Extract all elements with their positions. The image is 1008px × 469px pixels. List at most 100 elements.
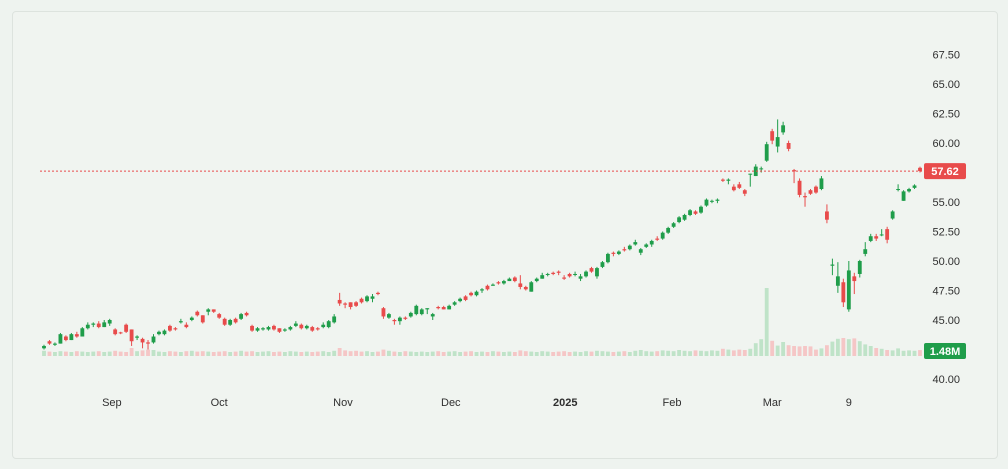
volume-bar (704, 351, 709, 356)
volume-bar (562, 351, 567, 356)
volume-bar (633, 350, 638, 356)
candle-body (425, 308, 430, 310)
candle (354, 301, 358, 308)
candle-body (53, 343, 57, 345)
volume-bar (58, 351, 63, 356)
candle-body (332, 316, 337, 323)
volume-bar (184, 351, 189, 356)
volume-bar (710, 350, 714, 356)
candle (688, 209, 692, 217)
candle (162, 329, 167, 336)
candle-body (622, 249, 627, 251)
volume-bar (129, 348, 134, 356)
candle-body (704, 199, 709, 206)
candle-body (841, 282, 846, 303)
price-tick-label: 65.00 (932, 79, 960, 91)
volume-bar (430, 351, 435, 356)
candle (874, 233, 879, 241)
candle-body (282, 329, 287, 331)
candle (814, 185, 818, 194)
candle-body (135, 336, 139, 338)
volume-bar (748, 348, 753, 356)
candle-body (556, 271, 561, 273)
candle-body (102, 322, 107, 328)
candle (753, 164, 758, 177)
candle-body (250, 325, 254, 331)
candle (540, 272, 545, 279)
time-tick-label: Sep (102, 397, 122, 409)
candle-body (529, 282, 534, 292)
candle-body (195, 311, 200, 316)
candle-body (359, 298, 364, 303)
last-price-tag: 57.62 (924, 163, 966, 180)
candle-body (80, 328, 85, 337)
volume-bar (901, 350, 906, 356)
candle (403, 316, 408, 320)
candle (825, 204, 829, 224)
volume-bar (786, 345, 791, 356)
candle-body (797, 180, 802, 195)
candle (222, 317, 227, 326)
candle-body (348, 302, 353, 308)
volume-bar (326, 352, 331, 356)
volume-bar (742, 350, 747, 356)
candle-body (792, 170, 796, 172)
last-volume-label: 1.48M (930, 346, 961, 358)
price-tick-label: 40.00 (932, 374, 960, 386)
volume-bar (523, 351, 528, 356)
candle (710, 199, 714, 204)
candle-body (803, 196, 807, 198)
candle-body (764, 144, 769, 161)
volume-bar (277, 351, 282, 356)
candle (731, 184, 736, 192)
candle (507, 277, 512, 282)
candle (239, 312, 244, 320)
candle-body (436, 307, 441, 309)
candle-body (447, 305, 452, 310)
volume-bar (874, 348, 879, 356)
volume-bar (830, 341, 835, 356)
candle (425, 308, 430, 315)
time-axis[interactable]: Sep Oct Nov Dec 2025 Feb Mar 9 (102, 397, 852, 409)
candle (830, 258, 835, 276)
volume-bar (419, 351, 424, 356)
volume-bar (222, 351, 227, 356)
candle-body (918, 167, 922, 172)
candle (184, 322, 189, 329)
volume-bar (573, 351, 577, 356)
candle-body (677, 217, 682, 223)
volume-bar (173, 351, 178, 356)
candle-body (381, 308, 386, 317)
candle-body (518, 283, 523, 287)
volume-bar (233, 351, 238, 356)
candle (244, 311, 249, 317)
candle (387, 312, 391, 319)
candle (775, 119, 780, 153)
candle-body (113, 329, 118, 335)
candle-body (573, 273, 577, 275)
candle (173, 327, 178, 331)
candle-body (693, 211, 698, 214)
candle (272, 324, 276, 331)
candle (742, 189, 747, 197)
candle-body (638, 249, 643, 253)
volume-bar (792, 346, 796, 356)
candle (485, 284, 490, 291)
volume-bar (387, 350, 391, 356)
price-tick-label: 47.50 (932, 286, 960, 298)
candle (414, 304, 419, 316)
volume-bar (69, 352, 74, 356)
candle-body (901, 191, 906, 201)
candle (896, 184, 901, 192)
candle (228, 318, 233, 326)
price-axis[interactable]: 40.00 45.00 47.50 50.00 52.50 55.00 60.00 62.50… (932, 50, 960, 387)
volume-bar (195, 351, 200, 356)
candle-body (852, 276, 857, 282)
volume-bar (512, 352, 517, 356)
candle (47, 340, 52, 345)
candle-body (814, 186, 818, 193)
candle-body (47, 341, 52, 344)
volume-bar (890, 350, 895, 356)
time-tick-label: Mar (763, 397, 782, 409)
